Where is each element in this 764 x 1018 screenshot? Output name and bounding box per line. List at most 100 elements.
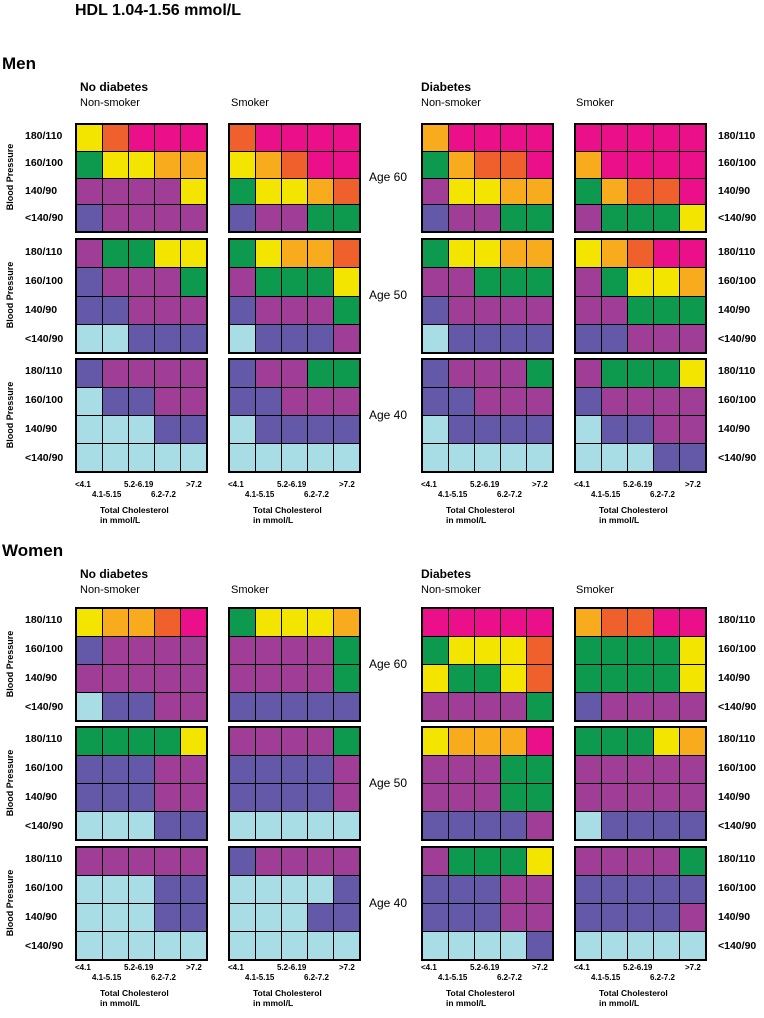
risk-cell	[576, 178, 601, 205]
risk-cell	[77, 784, 102, 811]
risk-cell	[103, 609, 128, 636]
risk-grid-panel	[574, 607, 707, 722]
risk-cell	[423, 637, 448, 664]
bp-level-label-left: 160/100	[25, 274, 63, 287]
tc-category-label: 6.2-7.2	[151, 490, 176, 499]
risk-cell	[181, 693, 206, 720]
risk-cell	[103, 178, 128, 205]
risk-cell	[282, 205, 307, 231]
smoker-label: Smoker	[576, 97, 614, 109]
risk-cell	[230, 444, 255, 471]
risk-cell	[475, 637, 500, 664]
risk-grid-panel	[228, 607, 361, 722]
risk-cell	[501, 609, 526, 636]
risk-cell	[181, 876, 206, 903]
risk-cell	[103, 756, 128, 783]
risk-cell	[475, 268, 500, 296]
tc-axis-title: Total Cholesterol in mmol/L	[253, 988, 322, 1008]
group-heading-diabetes: Diabetes	[421, 567, 472, 581]
risk-cell	[230, 756, 255, 783]
risk-cell	[256, 125, 281, 151]
tc-category-label: >7.2	[186, 963, 202, 972]
risk-cell	[501, 665, 526, 692]
bp-level-label-right: <140/90	[718, 451, 757, 464]
risk-cell	[129, 205, 154, 231]
risk-cell	[449, 324, 474, 352]
risk-cell	[181, 609, 206, 636]
risk-cell	[308, 609, 333, 636]
risk-cell	[527, 848, 552, 875]
risk-cell	[654, 416, 679, 443]
risk-cell	[129, 416, 154, 443]
risk-cell	[308, 756, 333, 783]
risk-cell	[449, 178, 474, 205]
section-title: Women	[2, 541, 64, 560]
risk-cell	[576, 205, 601, 231]
risk-cell	[628, 728, 653, 755]
risk-cell	[449, 812, 474, 839]
risk-cell	[680, 151, 705, 178]
risk-cell	[602, 637, 627, 664]
risk-cell	[256, 178, 281, 205]
risk-cell	[181, 728, 206, 755]
risk-cell	[155, 756, 180, 783]
risk-cell	[77, 756, 102, 783]
risk-cell	[308, 240, 333, 268]
tc-axis-title-line2: in mmol/L	[599, 998, 640, 1008]
risk-cell	[475, 444, 500, 471]
tc-axis-title-line2: in mmol/L	[100, 515, 141, 525]
risk-cell	[230, 693, 255, 720]
risk-cell	[654, 360, 679, 387]
risk-cell	[103, 125, 128, 151]
risk-cell	[680, 416, 705, 443]
risk-cell	[129, 178, 154, 205]
tc-axis-title: Total Cholesterol in mmol/L	[446, 988, 515, 1008]
risk-cell	[181, 151, 206, 178]
risk-cell	[181, 178, 206, 205]
risk-cell	[282, 324, 307, 352]
tc-category-label: >7.2	[532, 963, 548, 972]
risk-cell	[423, 296, 448, 324]
risk-cell	[282, 296, 307, 324]
bp-level-label-left: <140/90	[25, 332, 64, 345]
risk-cell	[256, 268, 281, 296]
risk-cell	[423, 324, 448, 352]
risk-cell	[680, 728, 705, 755]
risk-cell	[449, 665, 474, 692]
risk-cell	[628, 296, 653, 324]
risk-cell	[475, 932, 500, 959]
risk-cell	[77, 637, 102, 664]
risk-cell	[103, 876, 128, 903]
risk-cell	[423, 848, 448, 875]
non-smoker-label: Non-smoker	[421, 584, 481, 596]
risk-cell	[449, 609, 474, 636]
bp-level-label-right: 140/90	[718, 790, 751, 803]
risk-cell	[654, 268, 679, 296]
bp-level-label-right: 160/100	[718, 394, 756, 407]
risk-cell	[576, 125, 601, 151]
risk-grid-panel	[228, 846, 361, 961]
risk-cell	[334, 296, 359, 324]
risk-grid-panel	[228, 358, 361, 473]
risk-grid-panel	[421, 358, 554, 473]
risk-cell	[628, 416, 653, 443]
risk-cell	[576, 693, 601, 720]
risk-cell	[256, 756, 281, 783]
risk-cell	[527, 360, 552, 387]
risk-cell	[77, 876, 102, 903]
risk-cell	[103, 151, 128, 178]
risk-cell	[628, 665, 653, 692]
risk-cell	[282, 665, 307, 692]
risk-cell	[423, 125, 448, 151]
tc-axis-title: Total Cholesterol in mmol/L	[253, 505, 322, 525]
risk-cell	[155, 637, 180, 664]
tc-category-label: >7.2	[685, 480, 701, 489]
risk-cell	[334, 693, 359, 720]
risk-cell	[334, 360, 359, 387]
tc-category-label: 4.1-5.15	[591, 490, 621, 499]
risk-cell	[680, 693, 705, 720]
risk-cell	[129, 125, 154, 151]
risk-cell	[501, 444, 526, 471]
tc-category-label: >7.2	[532, 480, 548, 489]
risk-cell	[628, 324, 653, 352]
